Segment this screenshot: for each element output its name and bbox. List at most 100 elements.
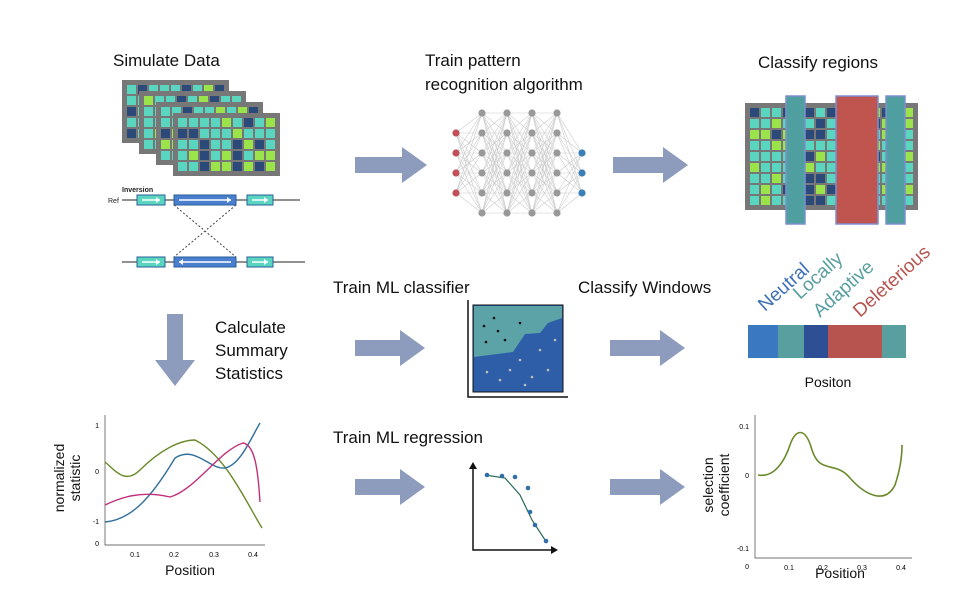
nn-node — [478, 209, 486, 217]
grid-cell — [266, 140, 275, 149]
grid-cell — [189, 140, 198, 149]
grid-cell — [171, 85, 180, 94]
grid-cell — [750, 196, 759, 205]
grid-cell — [827, 174, 836, 183]
grid-cell — [178, 151, 187, 160]
grid-cell — [189, 129, 198, 138]
grid-cell — [772, 152, 781, 161]
grid-cell — [266, 151, 275, 160]
grid-cell — [816, 152, 825, 161]
nn-edge — [481, 172, 508, 214]
grid-cell — [827, 152, 836, 161]
grid-cell — [772, 196, 781, 205]
nn-node — [553, 169, 561, 177]
grid-cell — [816, 130, 825, 139]
nn-node — [503, 169, 511, 177]
grid-cell — [204, 85, 213, 94]
point — [508, 368, 512, 372]
grid-cell — [189, 118, 198, 127]
axes — [104, 415, 265, 546]
axes — [754, 415, 912, 559]
grid-cell — [222, 162, 231, 171]
grid-cell — [772, 163, 781, 172]
point — [530, 375, 534, 379]
nn-edge — [455, 172, 483, 194]
grid-cell — [772, 174, 781, 183]
grid-cell — [827, 130, 836, 139]
grid-cell — [255, 129, 264, 138]
grid-cell — [144, 129, 153, 138]
grid-cell — [149, 85, 158, 94]
flow-arrow — [355, 469, 425, 505]
grid-cell — [161, 118, 170, 127]
grid-cell — [816, 174, 825, 183]
grid-cell — [182, 85, 191, 94]
nn-edge — [556, 152, 583, 214]
grid-cell — [805, 141, 814, 150]
nn-node — [578, 169, 586, 177]
window-segment — [748, 325, 778, 358]
grid-cell — [772, 130, 781, 139]
grid-cell — [750, 130, 759, 139]
nn-edge — [481, 112, 508, 154]
nn-edge — [481, 152, 508, 214]
axes — [467, 300, 568, 398]
point — [512, 474, 518, 480]
nn-node — [528, 109, 536, 117]
grid-cell — [827, 108, 836, 117]
point — [498, 378, 502, 382]
grid-cell — [805, 185, 814, 194]
point — [484, 472, 490, 478]
nn-node — [528, 209, 536, 217]
gene-arrowhead — [156, 259, 160, 265]
grid-cell — [816, 119, 825, 128]
grid-cell — [904, 196, 913, 205]
grid-cell — [211, 118, 220, 127]
y-tick-label: 0.1 — [739, 424, 749, 431]
grid-cell — [816, 108, 825, 117]
nn-edge — [506, 192, 533, 214]
grid-cell — [155, 96, 164, 105]
y-tick-label: 0 — [95, 541, 99, 548]
grid-cell — [238, 107, 247, 116]
nn-node — [578, 189, 586, 197]
nn-edge — [455, 152, 483, 194]
grid-cell — [255, 151, 264, 160]
nn-edge — [556, 172, 583, 214]
nn-node — [528, 189, 536, 197]
step-title: Statistics — [215, 364, 283, 383]
grid-cell — [761, 130, 770, 139]
nn-node — [503, 149, 511, 157]
nn-edge — [455, 132, 483, 194]
grid-cell — [227, 107, 236, 116]
grid-cell — [161, 129, 170, 138]
grid-cell — [266, 162, 275, 171]
region-band — [785, 95, 806, 225]
gene-arrowhead — [264, 197, 268, 203]
nn-edge — [556, 152, 583, 174]
grid-cell — [827, 185, 836, 194]
grid-cell — [200, 129, 209, 138]
grid-cell — [127, 85, 136, 94]
nn-edge — [531, 112, 558, 134]
y-tick-label: 0 — [745, 473, 749, 480]
nn-edge — [481, 112, 508, 214]
grid-cell — [772, 108, 781, 117]
point — [553, 338, 557, 342]
nn-node — [478, 149, 486, 157]
nn-node — [553, 149, 561, 157]
grid-cell — [827, 196, 836, 205]
grid-cell — [144, 96, 153, 105]
grid-cell — [210, 96, 219, 105]
nn-edge — [556, 152, 583, 194]
nn-edge — [531, 192, 558, 214]
grid-cell — [160, 85, 169, 94]
fit-line — [484, 474, 548, 544]
grid-cell — [200, 118, 209, 127]
nn-edge — [481, 132, 508, 214]
grid-cell — [805, 152, 814, 161]
grid-cell — [255, 162, 264, 171]
grid-cell — [244, 118, 253, 127]
point — [527, 509, 533, 515]
grid-cell — [750, 141, 759, 150]
